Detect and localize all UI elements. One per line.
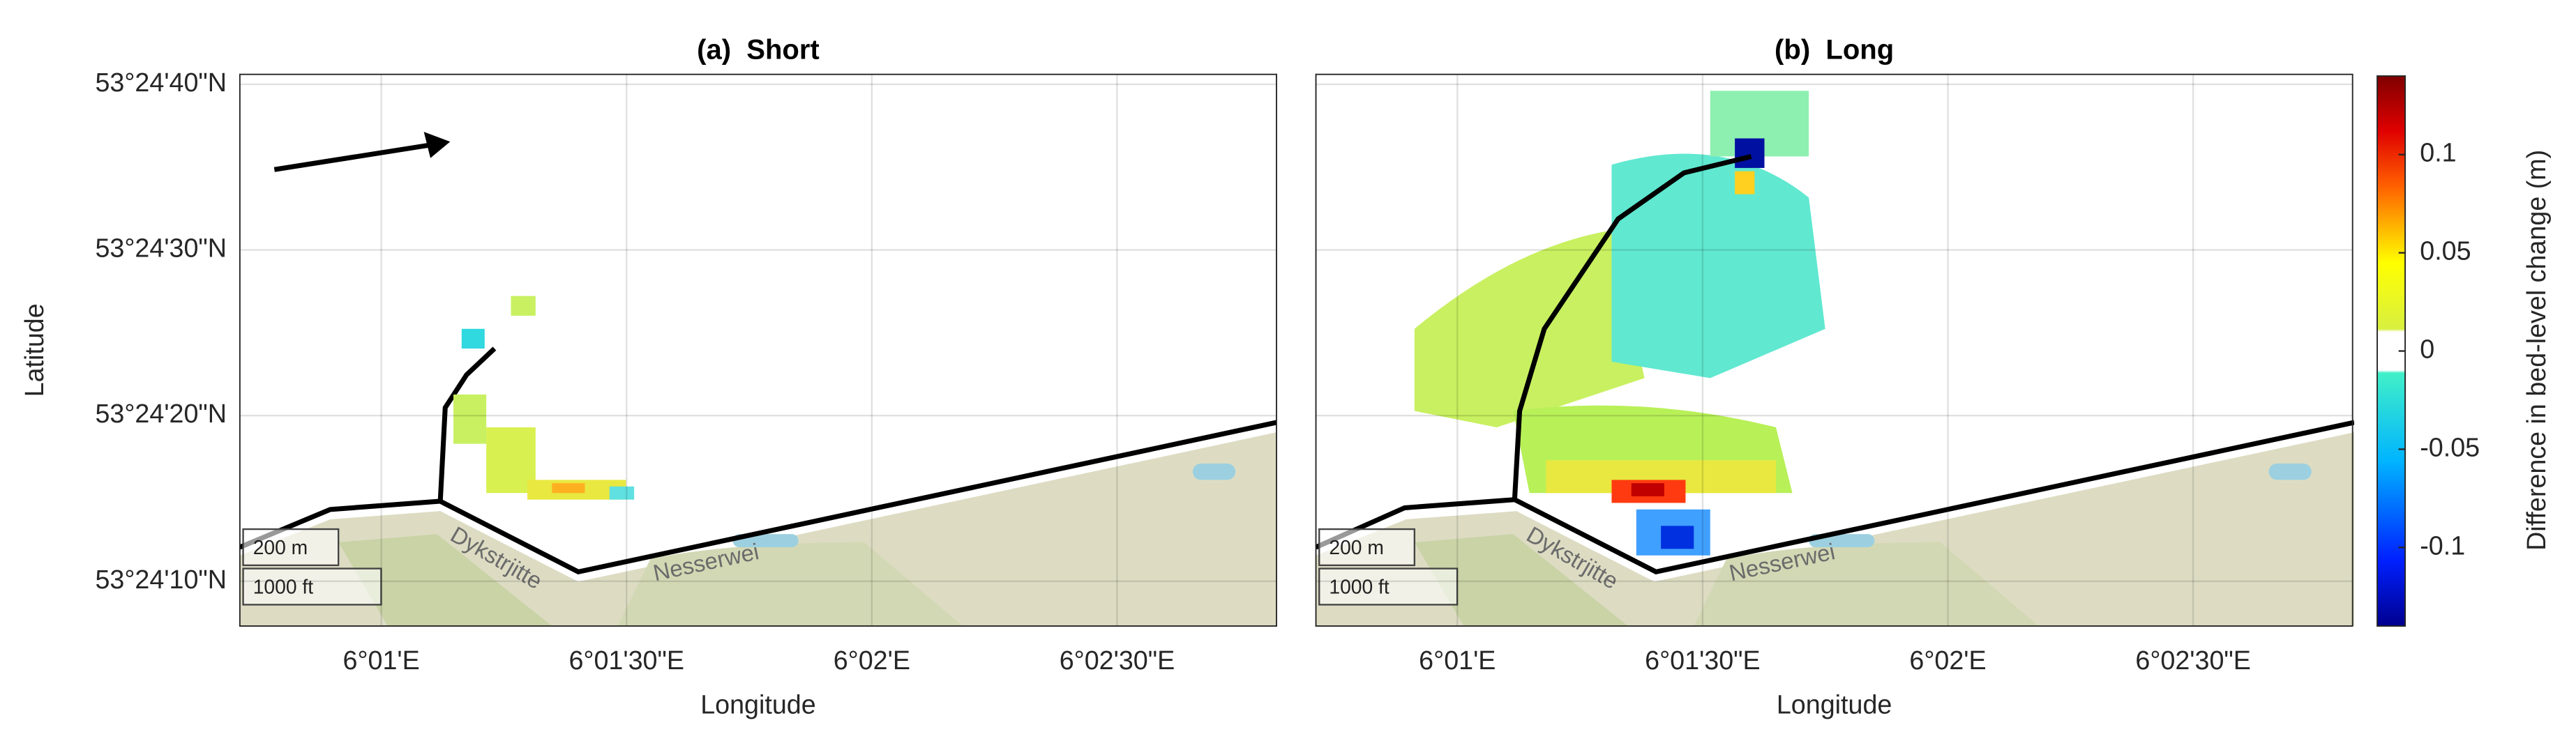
x-tick-label: 6°01'30"E xyxy=(1645,646,1761,675)
colorbar-tick-label: 0.05 xyxy=(2420,236,2471,266)
colorbar-tick-label: 0 xyxy=(2420,334,2434,363)
scale-label: 200 m xyxy=(1329,536,1384,558)
axes-frame xyxy=(1315,73,2353,627)
y-tick-label: 53°24'20"N xyxy=(95,399,227,428)
map-b: Dykstrjitte Nesserwei 200 m 1000 ft xyxy=(1316,91,2355,627)
heat-cells xyxy=(1414,91,1825,556)
x-tick-label: 6°02'E xyxy=(1909,646,1986,675)
heat-cells xyxy=(453,296,635,500)
scale-label: 1000 ft xyxy=(253,575,314,597)
colorbar-tick-label: -0.1 xyxy=(2420,531,2465,560)
x-tick-label: 6°02'30"E xyxy=(2135,646,2251,675)
chart-title: (a) Short xyxy=(697,34,820,65)
y-tick-label: 53°24'30"N xyxy=(95,234,227,263)
scale-label: 200 m xyxy=(253,536,308,558)
x-tick-label: 6°01'30"E xyxy=(568,646,684,675)
colorbar-label: Difference in bed-level change (m) xyxy=(2522,150,2551,551)
map-a: Dykstrjitte Nesserwei 200 m 1000 ft xyxy=(239,132,1277,627)
x-tick-label: 6°02'E xyxy=(834,646,910,675)
axes-frame xyxy=(239,73,1277,627)
colorbar-tick-label: -0.05 xyxy=(2420,432,2480,461)
scale-label: 1000 ft xyxy=(1329,575,1389,597)
x-axis-label: Longitude xyxy=(700,689,816,719)
y-tick-label: 53°24'10"N xyxy=(95,565,227,594)
x-tick-label: 6°01'E xyxy=(1419,646,1496,675)
x-tick-label: 6°02'30"E xyxy=(1060,646,1175,675)
colorbar-tick-label: 0.1 xyxy=(2420,138,2456,167)
x-axis-label: Longitude xyxy=(1777,689,1892,719)
x-tick-label: 6°01'E xyxy=(343,646,420,675)
chart-title: (b) Long xyxy=(1775,34,1894,65)
y-axis-label: Latitude xyxy=(20,303,49,397)
y-tick-label: 53°24'40"N xyxy=(95,68,227,97)
